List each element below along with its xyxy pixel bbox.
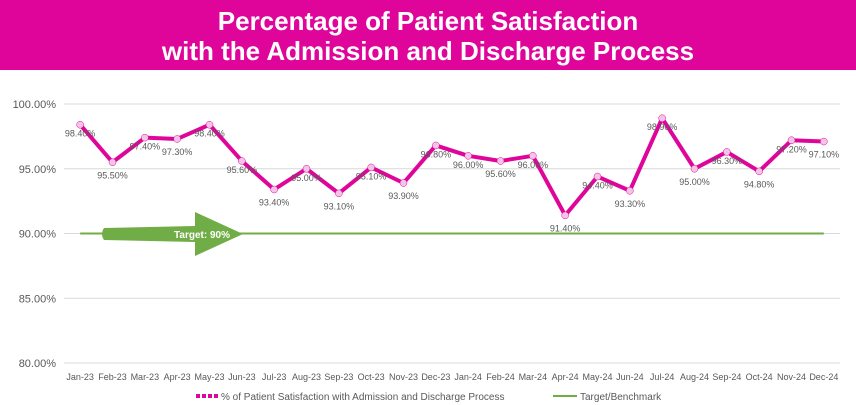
target-arrow-shape [102, 212, 243, 256]
x-tick-label: Jan-23 [66, 372, 94, 382]
data-point [690, 165, 699, 173]
data-point [367, 163, 375, 172]
data-point [464, 152, 472, 160]
x-tick-label: May-23 [194, 372, 224, 382]
target-arrow: Target: 90% [102, 212, 243, 256]
x-tick-label: Oct-24 [746, 372, 773, 382]
data-point [626, 187, 634, 195]
x-tick-label: May-24 [582, 372, 612, 382]
x-tick-label: Apr-24 [552, 372, 579, 382]
data-label: 96.00% [453, 160, 484, 170]
data-label: 97.30% [162, 147, 193, 157]
x-tick-label: Sep-24 [712, 372, 741, 382]
chart-title-line2: with the Admission and Discharge Process [161, 36, 695, 66]
data-label: 93.90% [388, 191, 419, 201]
data-point [432, 141, 440, 150]
data-point [205, 120, 214, 129]
data-label: 95.10% [356, 171, 387, 181]
data-label: 96.00% [518, 160, 549, 170]
data-label: 91.40% [550, 223, 581, 233]
legend-label-target: Target/Benchmark [580, 392, 662, 403]
data-point [787, 136, 796, 145]
data-point [141, 133, 149, 142]
x-tick-label: Feb-24 [486, 372, 515, 382]
x-tick-label: Mar-23 [131, 372, 160, 382]
data-label: 94.80% [744, 179, 775, 189]
chart-title-line1: Percentage of Patient Satisfaction [217, 6, 639, 36]
satisfaction-series [76, 114, 828, 220]
data-label: 95.50% [97, 170, 128, 180]
data-point [238, 157, 246, 165]
x-tick-label: Jul-24 [650, 372, 675, 382]
data-point [399, 179, 408, 187]
data-point [755, 167, 763, 176]
y-tick-label: 80.00% [19, 358, 57, 370]
data-point [593, 172, 602, 181]
legend: % of Patient Satisfaction with Admission… [196, 392, 662, 403]
x-tick-label: Jan-24 [454, 372, 482, 382]
data-labels: 98.40%95.50%97.40%97.30%98.40%95.60%93.4… [65, 122, 839, 233]
data-point [496, 157, 505, 165]
x-tick-label: Apr-23 [164, 372, 191, 382]
data-label: 98.40% [194, 129, 225, 139]
x-tick-label: Nov-24 [777, 372, 806, 382]
data-label: 95.60% [485, 169, 516, 179]
data-label: 96.80% [421, 149, 452, 159]
data-label: 96.30% [712, 156, 743, 166]
x-axis-ticks: Jan-23 Feb-23 Mar-23 Apr-23 May-23 Jun-23 Jul-… [66, 372, 838, 382]
data-point [561, 211, 569, 220]
data-point [173, 135, 181, 143]
data-label: 98.40% [65, 129, 96, 139]
data-label: 98.90% [647, 122, 678, 132]
x-tick-label: Feb-23 [98, 372, 127, 382]
data-point [108, 158, 117, 167]
data-label: 95.00% [291, 173, 322, 183]
x-tick-label: Jun-23 [228, 372, 256, 382]
satisfaction-line [78, 116, 824, 218]
x-tick-label: Mar-24 [519, 372, 548, 382]
y-tick-label: 85.00% [19, 293, 57, 305]
data-point [302, 165, 311, 173]
x-tick-label: Nov-23 [389, 372, 418, 382]
x-tick-label: Jul-23 [262, 372, 287, 382]
data-label: 95.00% [679, 177, 710, 187]
data-point [76, 120, 84, 129]
x-tick-label: Aug-24 [680, 372, 709, 382]
data-point [658, 114, 666, 122]
data-label: 93.40% [259, 197, 290, 207]
target-annotation: Target: 90% [174, 230, 230, 241]
data-label: 93.30% [615, 199, 646, 209]
data-point [529, 152, 537, 160]
data-point [723, 148, 731, 156]
x-tick-label: Dec-24 [809, 372, 838, 382]
x-tick-label: Dec-23 [421, 372, 450, 382]
data-label: 97.40% [130, 142, 161, 152]
data-label: 97.20% [776, 144, 807, 154]
x-tick-label: Aug-23 [292, 372, 321, 382]
data-point [820, 137, 828, 146]
legend-label-satisfaction: % of Patient Satisfaction with Admission… [221, 392, 504, 403]
y-tick-label: 90.00% [19, 229, 57, 241]
data-label: 93.10% [324, 201, 355, 211]
title-banner: Percentage of Patient Satisfaction with … [0, 0, 856, 70]
y-tick-label: 95.00% [19, 164, 57, 176]
data-label: 94.40% [582, 181, 613, 191]
x-tick-label: Jun-24 [616, 372, 644, 382]
data-point [335, 189, 343, 198]
y-tick-label: 100.00% [13, 99, 57, 111]
x-tick-label: Sep-23 [324, 372, 353, 382]
data-label: 95.60% [227, 165, 258, 175]
data-point [270, 185, 278, 194]
x-tick-label: Oct-23 [358, 372, 385, 382]
y-axis-ticks: 80.00% 85.00% 90.00% 95.00% 100.00% [13, 99, 57, 370]
data-label: 97.10% [809, 150, 840, 160]
